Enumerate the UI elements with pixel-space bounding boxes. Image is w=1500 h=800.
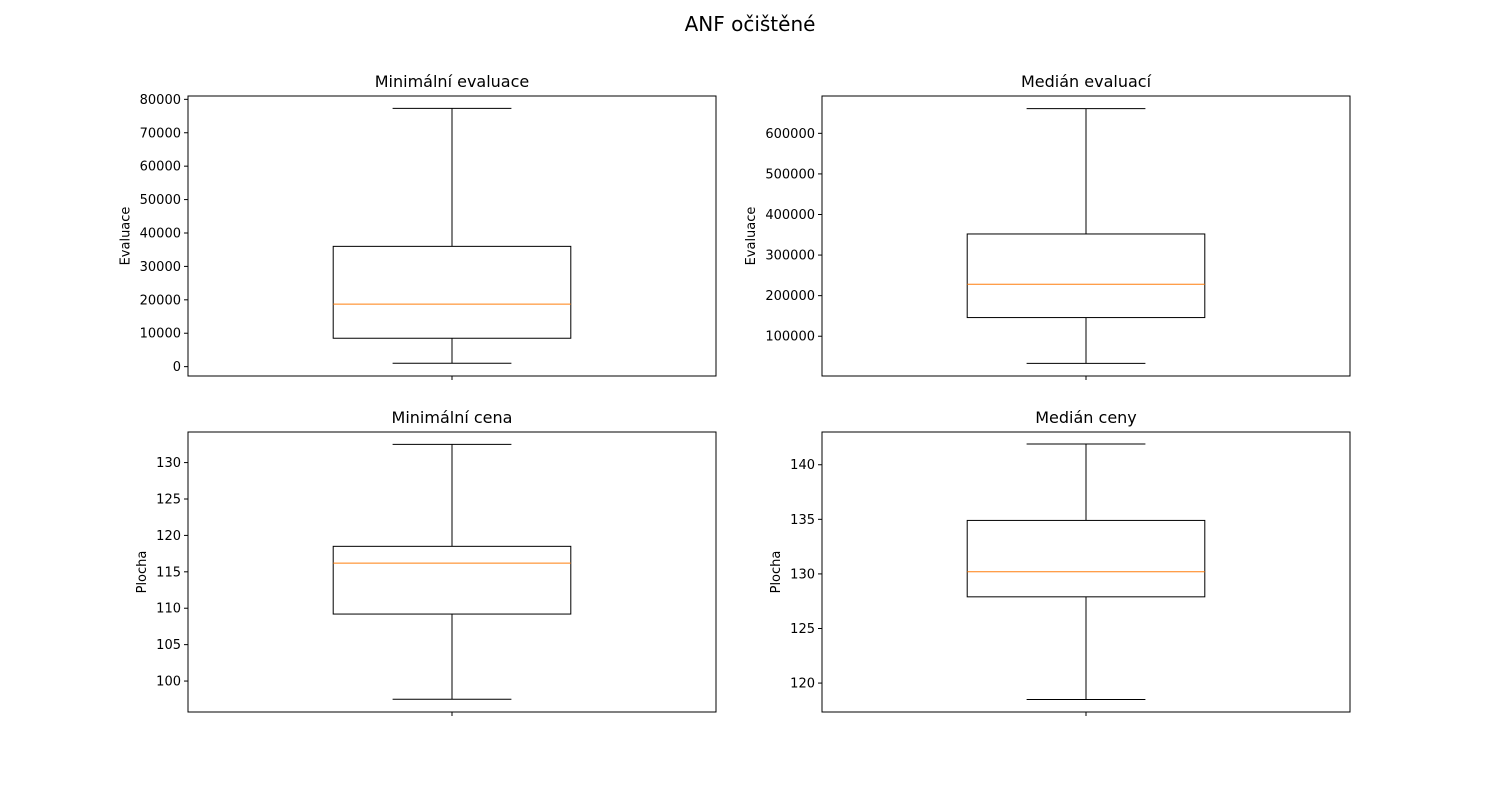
y-tick-label: 140 [790,458,815,473]
y-tick-label: 125 [156,492,181,507]
subplot-title: Medián evaluací [1021,72,1152,91]
y-tick-label: 105 [156,638,181,653]
y-tick-label: 20000 [140,293,181,308]
y-axis-label: Plocha [769,551,784,594]
y-tick-label: 0 [173,360,181,375]
y-axis-label: Evaluace [744,207,759,266]
iqr-box [332,545,572,615]
subplot-title: Minimální cena [392,408,513,427]
y-tick-label: 120 [790,677,815,692]
y-tick-label: 80000 [140,93,181,108]
y-tick-label: 120 [156,529,181,544]
subplot-1: Minimální evaluace 0 10000 20000 30000 40000 5… [119,72,717,380]
y-axis-label: Evaluace [119,207,134,266]
y-tick-label: 110 [156,602,181,617]
y-tick-label: 50000 [140,193,181,208]
y-tick-label: 100 [156,675,181,690]
y-tick-label: 40000 [140,226,181,241]
y-tick-label: 500000 [765,167,815,182]
y-tick-label: 600000 [765,127,815,142]
y-tick-label: 130 [156,456,181,471]
subplots-container: Minimální evaluace 0 10000 20000 30000 40000 5… [119,72,1351,716]
y-tick-label: 10000 [140,327,181,342]
y-tick-label: 135 [790,513,815,528]
y-tick-label: 30000 [140,260,181,275]
subplot-title: Medián ceny [1035,408,1137,427]
y-tick-label: 400000 [765,208,815,223]
subplot-4: Medián ceny 120 125 130 135 140 Plocha [769,408,1351,716]
y-tick-label: 300000 [765,249,815,264]
subplot-title: Minimální evaluace [375,72,530,91]
iqr-box [966,233,1206,319]
y-axis-label: Plocha [135,551,150,594]
y-tick-label: 125 [790,622,815,637]
y-tick-label: 200000 [765,289,815,304]
y-tick-label: 60000 [140,160,181,175]
y-tick-label: 100000 [765,330,815,345]
iqr-box [966,519,1206,598]
y-tick-label: 130 [790,567,815,582]
figure-title: ANF očištěné [685,12,816,36]
subplot-3: Minimální cena 100 105 110 115 120 125 130 Ploch… [135,408,717,716]
y-tick-label: 115 [156,565,181,580]
subplot-2: Medián evaluací 100000 200000 300000 400000 5… [744,72,1351,380]
y-tick-label: 70000 [140,126,181,141]
iqr-box [332,245,572,339]
